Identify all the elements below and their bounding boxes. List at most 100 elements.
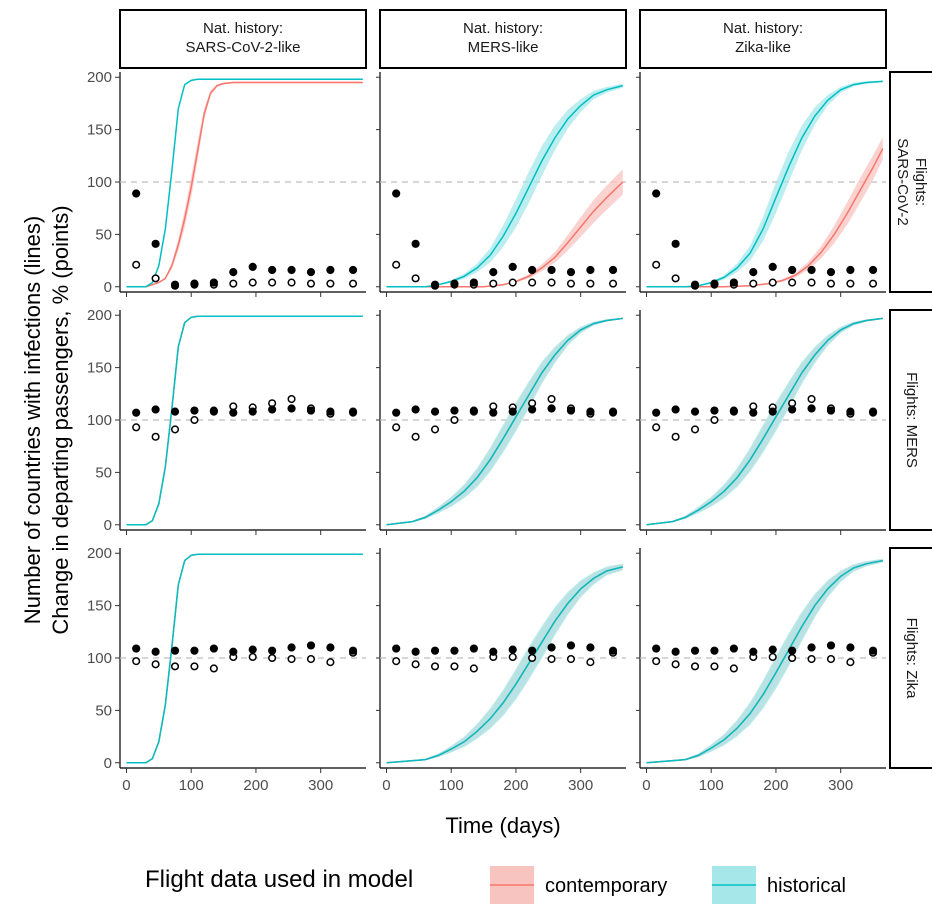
contemporary-point bbox=[450, 406, 459, 415]
historical-point bbox=[132, 423, 141, 432]
contemporary-line bbox=[386, 181, 624, 288]
historical-point bbox=[846, 279, 855, 288]
historical-point bbox=[229, 279, 238, 288]
contemporary-point bbox=[547, 265, 556, 275]
historical-point bbox=[411, 274, 420, 283]
y-tick-label: 200 bbox=[87, 545, 112, 562]
contemporary-point bbox=[326, 643, 335, 652]
historical-point bbox=[586, 658, 595, 667]
historical-point bbox=[151, 660, 160, 669]
row-strip-label: Flights: bbox=[912, 158, 929, 206]
historical-point bbox=[151, 432, 160, 441]
contemporary-point bbox=[826, 406, 836, 415]
contemporary-line bbox=[386, 317, 623, 526]
panel bbox=[376, 72, 626, 297]
contemporary-ribbon bbox=[126, 81, 363, 287]
historical-point bbox=[528, 653, 537, 663]
contemporary-point bbox=[132, 408, 141, 417]
legend: Flight data used in model contemporary his… bbox=[145, 866, 846, 904]
contemporary-point bbox=[868, 265, 878, 275]
contemporary-point bbox=[132, 189, 141, 198]
contemporary-point bbox=[268, 646, 277, 655]
contemporary-point bbox=[392, 408, 401, 417]
contemporary-point bbox=[348, 265, 358, 275]
contemporary-point bbox=[807, 265, 816, 275]
panel: 0 50 100 150 200 bbox=[87, 69, 366, 297]
historical-point bbox=[710, 415, 719, 425]
y-tick-label: 0 bbox=[104, 517, 112, 534]
contemporary-point bbox=[151, 647, 160, 656]
curve-group bbox=[126, 553, 363, 764]
contemporary-point bbox=[749, 408, 758, 417]
contemporary-line bbox=[126, 81, 363, 288]
contemporary-point bbox=[566, 406, 576, 415]
historical-point bbox=[326, 279, 335, 288]
x-tick-label: 200 bbox=[243, 777, 268, 794]
y-tick-label: 50 bbox=[95, 702, 112, 719]
row-strip-label-group: Flights:SARS-CoV-2 bbox=[894, 138, 929, 226]
contemporary-point bbox=[287, 265, 296, 275]
historical-point bbox=[528, 278, 537, 287]
contemporary-point bbox=[788, 405, 797, 414]
column-strip-label: Nat. history: bbox=[723, 20, 803, 37]
historical-point bbox=[869, 279, 878, 288]
contemporary-point bbox=[248, 407, 257, 416]
historical-point bbox=[547, 394, 556, 404]
contemporary-point bbox=[846, 643, 855, 652]
historical-point bbox=[547, 278, 556, 287]
y-tick-label: 0 bbox=[104, 279, 112, 296]
y-tick-label: 150 bbox=[87, 122, 112, 139]
contemporary-point bbox=[450, 646, 459, 655]
historical-point bbox=[287, 654, 296, 664]
y-tick-label: 50 bbox=[95, 226, 112, 243]
contemporary-point bbox=[287, 643, 296, 652]
historical-point bbox=[190, 415, 199, 425]
x-tick-label: 100 bbox=[439, 777, 464, 794]
historical-point bbox=[349, 279, 358, 288]
contemporary-point bbox=[430, 280, 440, 289]
historical-point bbox=[450, 662, 459, 671]
contemporary-point bbox=[710, 646, 719, 655]
contemporary-point bbox=[671, 405, 680, 414]
y-tick-label: 200 bbox=[87, 69, 112, 86]
contemporary-point bbox=[229, 408, 238, 417]
historical-point bbox=[132, 657, 141, 666]
historical-ribbon bbox=[646, 80, 883, 287]
panel bbox=[376, 310, 626, 535]
x-tick-label: 0 bbox=[642, 777, 650, 794]
curve-group bbox=[646, 80, 884, 288]
contemporary-point bbox=[846, 407, 855, 416]
legend-label-historical: historical bbox=[767, 875, 846, 897]
historical-point bbox=[826, 654, 836, 664]
historical-point bbox=[326, 658, 335, 667]
contemporary-point bbox=[348, 646, 358, 655]
panel: 0 100 200 300 bbox=[376, 548, 626, 794]
historical-point bbox=[190, 662, 199, 671]
contemporary-point bbox=[450, 279, 459, 288]
historical-point bbox=[170, 662, 180, 671]
contemporary-point bbox=[547, 643, 556, 652]
x-tick-label: 300 bbox=[568, 777, 593, 794]
historical-line bbox=[646, 559, 883, 764]
contemporary-ribbon bbox=[386, 169, 623, 287]
historical-point bbox=[807, 654, 816, 664]
column-strip-label: SARS-CoV-2-like bbox=[185, 39, 300, 56]
contemporary-point bbox=[268, 265, 277, 275]
historical-line bbox=[386, 317, 623, 526]
contemporary-point bbox=[729, 278, 738, 287]
contemporary-point bbox=[826, 641, 836, 650]
contemporary-point bbox=[508, 645, 517, 654]
contemporary-point bbox=[846, 265, 855, 275]
contemporary-point bbox=[868, 646, 878, 655]
historical-point bbox=[652, 423, 661, 432]
contemporary-point bbox=[608, 265, 618, 275]
column-strip-label: Nat. history: bbox=[203, 20, 283, 37]
y-axis-title-line1: Number of countries with infections (lin… bbox=[20, 216, 45, 624]
contemporary-point bbox=[710, 406, 719, 415]
contemporary-point bbox=[306, 641, 316, 650]
contemporary-point bbox=[586, 407, 595, 416]
contemporary-point bbox=[469, 278, 478, 287]
historical-point bbox=[749, 279, 758, 288]
historical-point bbox=[411, 432, 420, 441]
contemporary-point bbox=[729, 644, 738, 653]
